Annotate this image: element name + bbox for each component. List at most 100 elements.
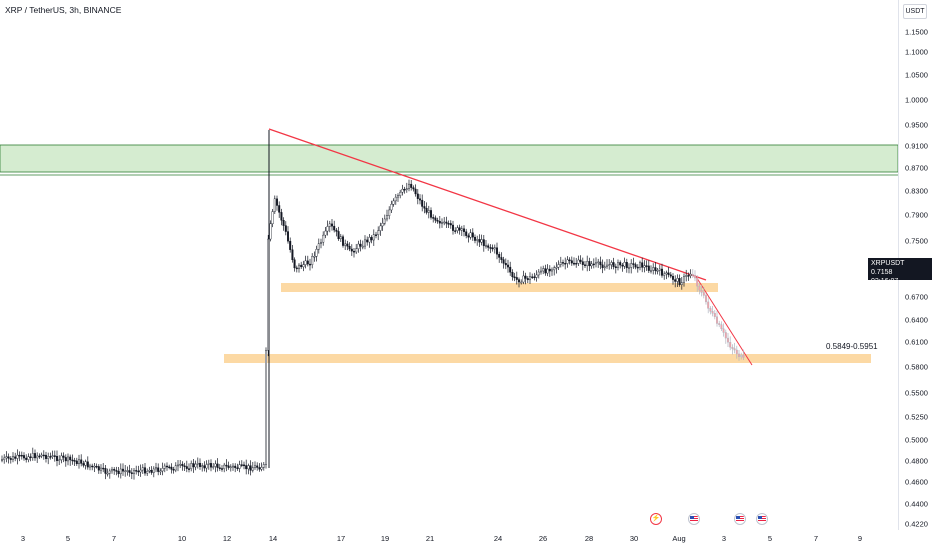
candle-body — [430, 210, 433, 218]
candle-body — [326, 226, 329, 232]
candle-body — [476, 239, 479, 241]
candle-body — [727, 337, 730, 343]
candle-body — [507, 264, 510, 268]
candle-body — [20, 455, 23, 457]
candle-body — [546, 268, 549, 274]
candle-body — [346, 243, 349, 247]
candle-body — [359, 243, 362, 247]
candle-body — [590, 263, 593, 267]
candle-body — [42, 454, 45, 457]
candle-body — [491, 247, 494, 250]
candle-body — [113, 468, 116, 471]
candle-body — [390, 203, 393, 211]
price-tick: 1.0500 — [905, 70, 928, 80]
candle-body — [639, 262, 642, 268]
candle-body — [216, 463, 219, 468]
candle-body — [573, 262, 576, 265]
candle-body — [487, 245, 490, 248]
candle-body — [181, 463, 184, 467]
candle-body — [377, 230, 380, 236]
candle-body — [452, 224, 455, 231]
candle-body — [108, 470, 111, 474]
candle-body — [31, 453, 34, 459]
candle-body — [482, 239, 485, 247]
candle-body — [137, 470, 140, 473]
candle-body — [416, 193, 419, 199]
price-tick: 0.5800 — [905, 362, 928, 372]
candle-body — [720, 324, 723, 330]
candle-body — [643, 265, 646, 268]
support-zone-upper[interactable] — [281, 283, 718, 292]
candle-body — [438, 221, 441, 224]
candle-body — [641, 262, 644, 268]
candle-body — [80, 459, 83, 464]
candle-body — [262, 464, 265, 468]
candle-body — [568, 259, 571, 262]
candle-body — [293, 259, 296, 269]
us-flag-event-icon[interactable] — [688, 513, 700, 525]
candle-body — [357, 243, 360, 249]
support-zone-lower[interactable] — [224, 354, 871, 363]
candle-body — [18, 454, 21, 457]
time-tick: 14 — [268, 534, 278, 543]
candle-body — [548, 268, 551, 272]
candle-body — [575, 263, 578, 265]
us-flag-event-icon[interactable] — [734, 513, 746, 525]
candle-body — [691, 273, 694, 276]
candle-body — [463, 228, 466, 232]
currency-button[interactable]: USDT — [903, 4, 927, 19]
candle-body — [29, 456, 32, 459]
candle-body — [227, 465, 230, 468]
candle-body — [269, 223, 272, 240]
price-tick: 0.5250 — [905, 412, 928, 422]
price-chart[interactable] — [0, 0, 898, 530]
candle-body — [612, 262, 615, 267]
candle-body — [245, 465, 248, 470]
candle-body — [75, 460, 78, 465]
candle-body — [474, 236, 477, 241]
candle-body — [562, 262, 565, 264]
support-zone-label: 0.5849-0.5951 — [826, 342, 878, 351]
candle-body — [595, 262, 598, 265]
projection-line[interactable] — [694, 274, 753, 366]
candle-body — [73, 460, 76, 462]
candle-body — [599, 261, 602, 266]
time-axis[interactable]: 3 5 7 10 12 14 17 19 21 24 26 28 30 Aug 3 5 7 9 — [0, 530, 898, 550]
candle-body — [117, 470, 120, 475]
candle-body — [509, 266, 512, 273]
time-tick: 17 — [336, 534, 346, 543]
time-tick: 3 — [721, 534, 727, 543]
candle-body — [176, 464, 179, 467]
candle-body — [3, 457, 6, 460]
candle-body — [302, 264, 305, 268]
descending-trendline[interactable] — [268, 128, 707, 281]
candle-body — [77, 459, 80, 465]
candle-body — [414, 188, 417, 195]
candle-body — [408, 183, 411, 189]
candle-body — [214, 463, 217, 467]
candle-body — [106, 472, 109, 475]
candle-body — [205, 464, 208, 469]
chart-area[interactable]: XRP / TetherUS, 3h, BINANCE 0.5849-0.595… — [0, 0, 898, 530]
candle-body — [47, 456, 50, 459]
candle-body — [379, 225, 382, 231]
candle-body — [110, 468, 113, 472]
candle-body — [60, 455, 63, 461]
us-flag-event-icon[interactable] — [756, 513, 768, 525]
candle-body — [650, 270, 653, 272]
candle-body — [179, 463, 182, 466]
candle-body — [324, 230, 327, 236]
lightning-event-icon[interactable]: ⚡ — [650, 513, 662, 525]
candle-body — [231, 465, 234, 468]
candle-body — [401, 188, 404, 193]
candle-body — [223, 464, 226, 469]
candle-body — [630, 263, 633, 268]
candle-body — [291, 249, 294, 261]
candle-body — [370, 237, 373, 241]
candle-body — [25, 457, 28, 460]
resistance-zone[interactable] — [0, 144, 898, 173]
candle-body — [661, 268, 664, 276]
candle-body — [88, 465, 91, 468]
candle-body — [665, 272, 668, 275]
candle-body — [623, 262, 626, 267]
